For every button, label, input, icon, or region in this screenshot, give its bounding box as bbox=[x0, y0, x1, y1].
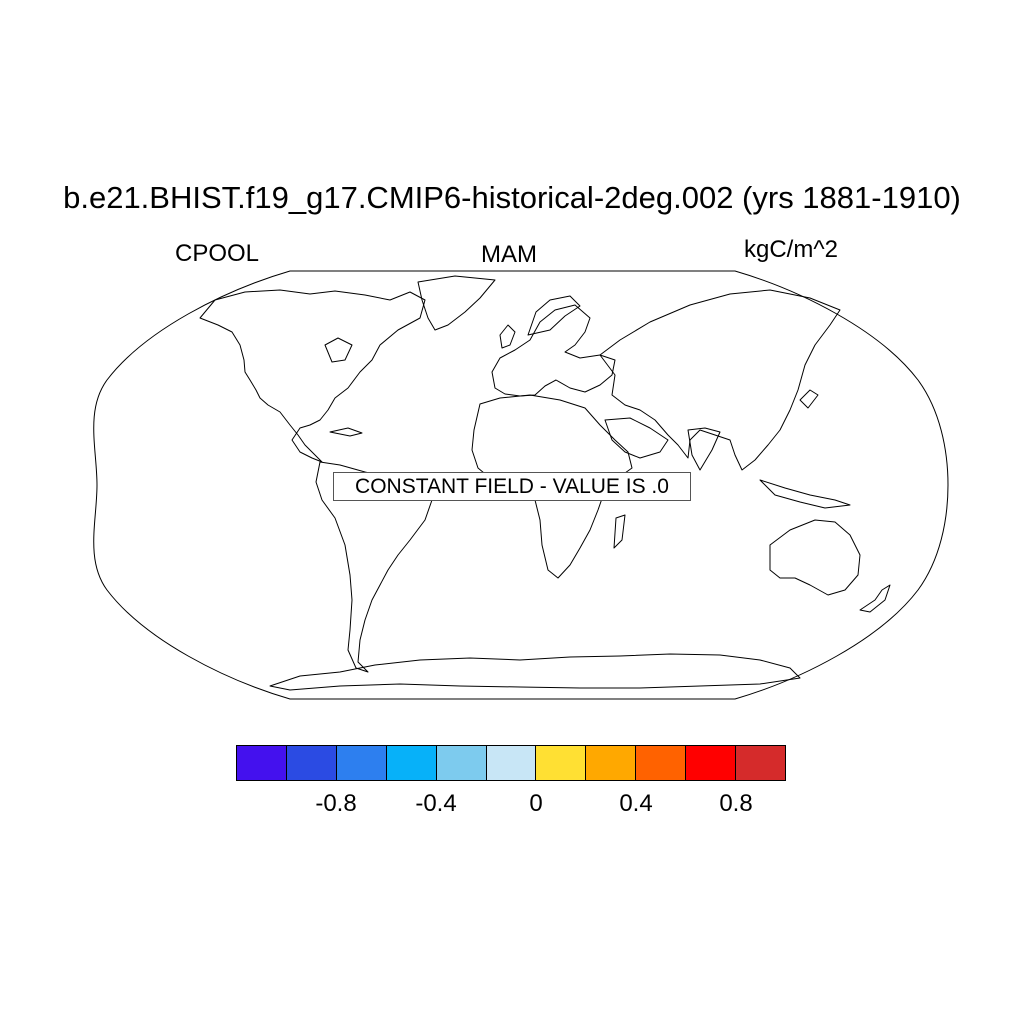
coast-hudson bbox=[324, 337, 353, 363]
colorbar-box bbox=[436, 746, 487, 780]
colorbar-tick-label: 0.8 bbox=[719, 790, 753, 817]
coast-madagascar bbox=[613, 514, 626, 549]
colorbar-tick-label: -0.4 bbox=[415, 790, 457, 817]
colorbar-box bbox=[736, 746, 785, 780]
coast-india bbox=[687, 427, 721, 471]
colorbar-tick-label: -0.8 bbox=[315, 790, 357, 817]
colorbar-box bbox=[636, 746, 687, 780]
coast-antarctica bbox=[269, 653, 801, 691]
coast-uk bbox=[499, 324, 516, 349]
colorbar-tick-label: 0.4 bbox=[619, 790, 653, 817]
coast-cuba bbox=[329, 427, 363, 437]
season-label: MAM bbox=[481, 241, 537, 268]
colorbar-box bbox=[386, 746, 437, 780]
coast-asia bbox=[599, 289, 841, 471]
coast-scandinavia bbox=[527, 295, 581, 336]
colorbar-box bbox=[336, 746, 387, 780]
map-boundary bbox=[93, 270, 949, 700]
coast-japan bbox=[799, 389, 819, 409]
coast-arabia bbox=[604, 417, 669, 459]
colorbar-box bbox=[686, 746, 737, 780]
coast-australia bbox=[769, 519, 861, 596]
colorbar-box bbox=[237, 746, 287, 780]
coast-new-zealand bbox=[859, 584, 891, 613]
coast-north-america bbox=[199, 289, 426, 463]
coast-indonesia bbox=[759, 479, 851, 509]
colorbar-tick-label: 0 bbox=[529, 790, 543, 817]
colorbar-box bbox=[486, 746, 537, 780]
coast-greenland bbox=[417, 275, 496, 331]
colorbar-box bbox=[286, 746, 337, 780]
colorbar-box bbox=[586, 746, 637, 780]
constant-field-message: CONSTANT FIELD - VALUE IS .0 bbox=[333, 472, 691, 501]
coast-europe bbox=[491, 304, 616, 397]
units-label: kgC/m^2 bbox=[744, 236, 838, 263]
colorbar bbox=[236, 745, 786, 781]
colorbar-box bbox=[536, 746, 587, 780]
variable-label: CPOOL bbox=[175, 240, 260, 267]
plot-title: b.e21.BHIST.f19_g17.CMIP6-historical-2de… bbox=[63, 180, 961, 215]
